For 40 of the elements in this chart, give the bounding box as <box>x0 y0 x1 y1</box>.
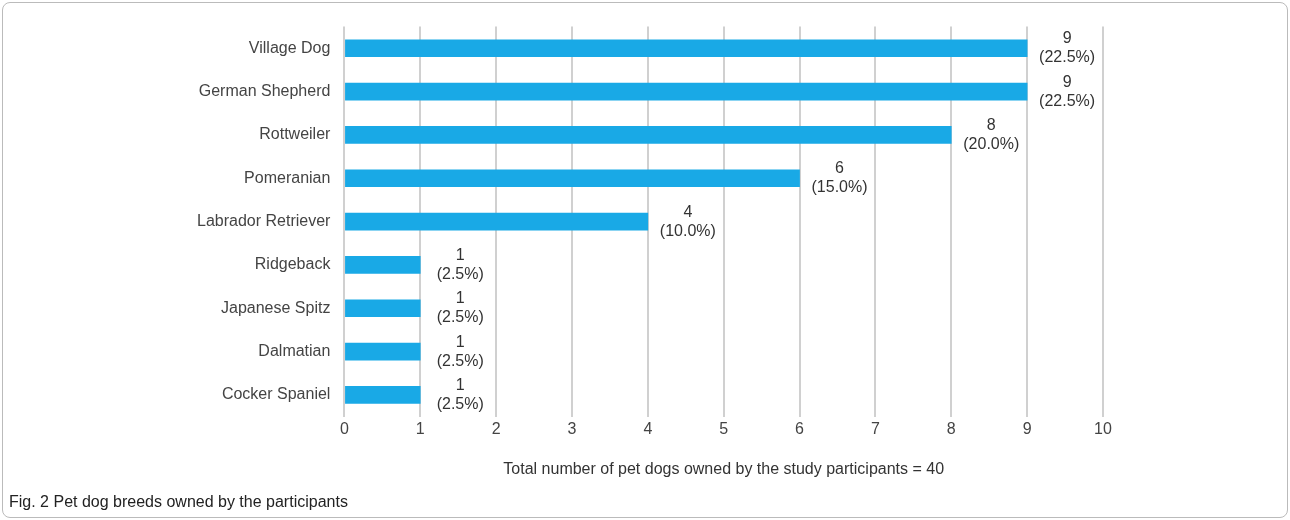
y-tick-label: Rottweiler <box>259 125 332 143</box>
data-label: 4 (10.0%) <box>659 202 716 239</box>
bar <box>345 82 1028 101</box>
y-tick-label: Dalmatian <box>258 342 331 360</box>
y-tick-label: Pomeranian <box>244 168 331 186</box>
text: Fig. 2 Pet dog breeds owned by the participants <box>9 493 348 511</box>
x-tick-label: 7 <box>870 419 880 437</box>
bar <box>345 126 952 144</box>
x-tick-label: 5 <box>719 419 729 437</box>
data-label: 6 (15.0%) <box>811 159 868 196</box>
bar <box>345 39 1028 58</box>
x-tick-label: 0 <box>339 419 349 437</box>
data-label: 1 (2.5%) <box>436 332 484 369</box>
x-tick-label: 6 <box>795 419 805 437</box>
x-axis-title: Total number of pet dogs owned by the study participants = 40 <box>503 459 945 477</box>
data-label: 1 (2.5%) <box>436 289 484 326</box>
x-tick-label: 8 <box>946 419 956 437</box>
x-tick-label: 10 <box>1094 419 1112 437</box>
y-tick-label: Japanese Spitz <box>220 298 331 316</box>
x-tick-label: 2 <box>491 419 501 437</box>
data-label: 1 (2.5%) <box>436 375 484 412</box>
bar <box>345 212 649 231</box>
y-tick-label: Ridgeback <box>254 255 332 273</box>
data-label: 9 (22.5%) <box>1039 29 1096 66</box>
y-tick-label: Cocker Spaniel <box>221 385 331 403</box>
bar <box>345 386 421 404</box>
data-label: 9 (22.5%) <box>1039 72 1096 109</box>
bar <box>345 299 421 318</box>
data-label: 1 (2.5%) <box>436 245 484 282</box>
y-tick-label: Village Dog <box>248 38 331 56</box>
y-tick-label: Labrador Retriever <box>196 212 332 230</box>
data-label: 8 (20.0%) <box>963 115 1020 152</box>
x-tick-label: 9 <box>1022 419 1032 437</box>
bar <box>345 256 421 274</box>
bar <box>345 342 421 361</box>
x-tick-label: 3 <box>567 419 577 437</box>
y-tick-label: German Shepherd <box>198 82 331 100</box>
x-tick-label: 4 <box>643 419 653 437</box>
x-tick-label: 1 <box>415 419 425 437</box>
bar <box>345 169 800 188</box>
